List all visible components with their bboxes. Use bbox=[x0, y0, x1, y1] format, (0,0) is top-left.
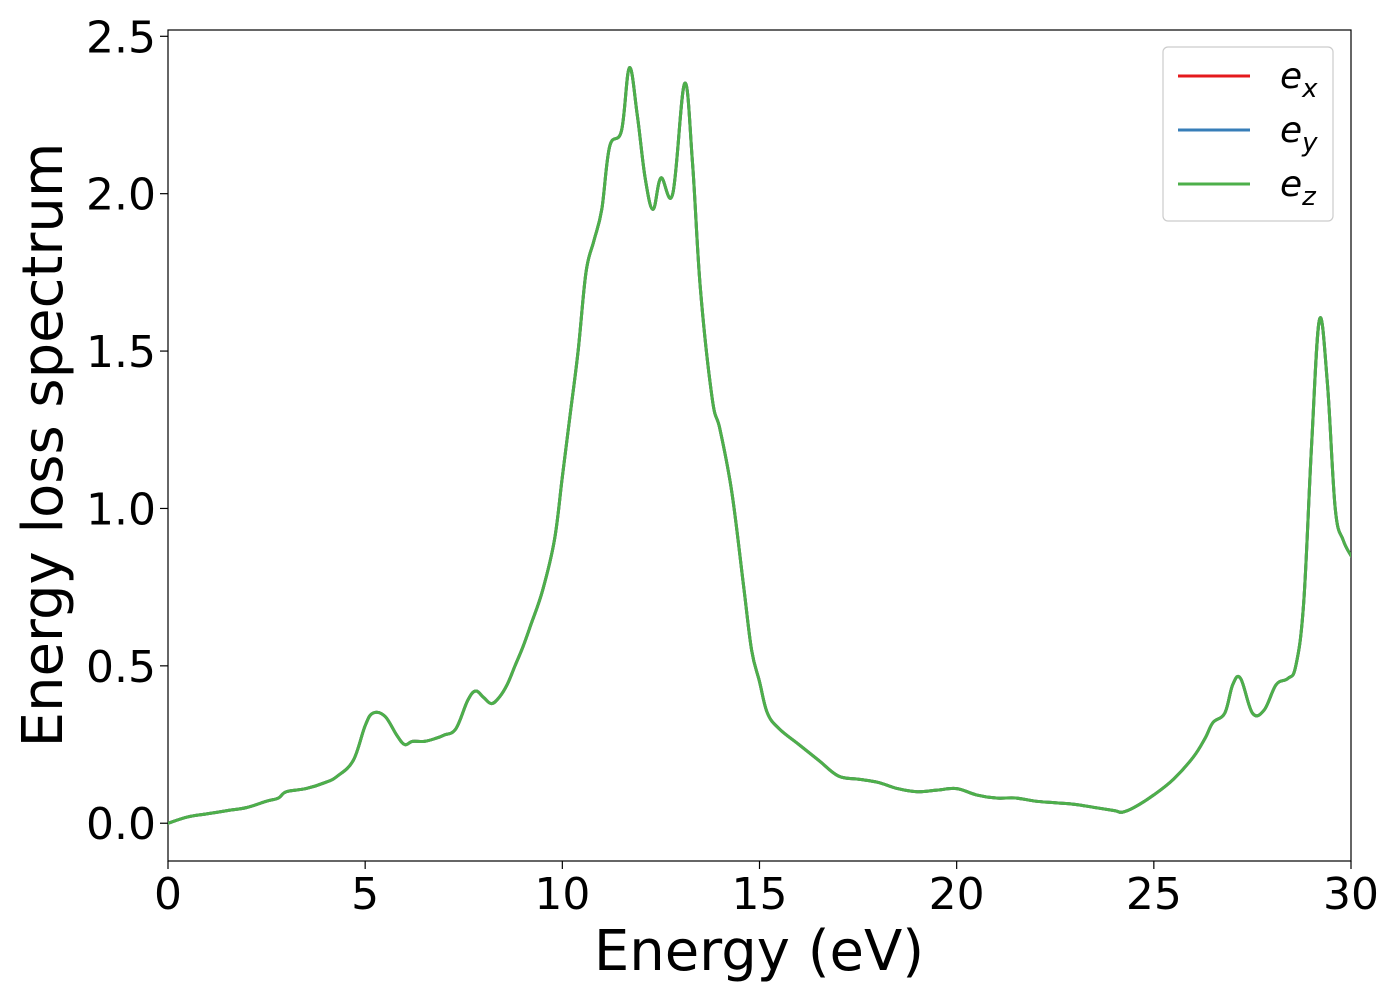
y-tick-label: 1.0 bbox=[86, 484, 156, 535]
y-tick-label: 0.5 bbox=[86, 642, 156, 693]
y-axis-label: Energy loss spectrum bbox=[11, 143, 76, 748]
x-tick-label: 20 bbox=[929, 869, 985, 920]
legend-box bbox=[1162, 46, 1334, 222]
x-tick-label: 5 bbox=[351, 869, 379, 920]
legend-label-base: e bbox=[1280, 164, 1302, 205]
legend-label-subscript: z bbox=[1301, 182, 1317, 212]
x-tick-label: 15 bbox=[732, 869, 788, 920]
series-lines bbox=[168, 66, 1351, 825]
y-tick-label: 2.0 bbox=[86, 170, 156, 221]
legend-label-subscript: y bbox=[1301, 128, 1318, 158]
series-line-e-z bbox=[168, 66, 1351, 825]
legend-label-subscript: x bbox=[1301, 74, 1318, 104]
y-tick-label: 0.0 bbox=[86, 799, 156, 850]
legend-label: ex bbox=[1280, 56, 1318, 104]
legend-label-base: e bbox=[1280, 56, 1302, 97]
legend-label: ey bbox=[1280, 110, 1318, 158]
y-tick-label: 1.5 bbox=[86, 327, 156, 378]
x-tick-label: 10 bbox=[534, 869, 590, 920]
y-axis-ticks: 0.0 0.5 1.0 1.5 2.0 2.5 bbox=[86, 12, 168, 850]
legend-label: ez bbox=[1280, 164, 1317, 212]
x-tick-label: 0 bbox=[154, 869, 182, 920]
x-tick-label: 30 bbox=[1323, 869, 1379, 920]
x-axis-ticks: 0 5 10 15 20 25 30 bbox=[154, 861, 1379, 920]
y-tick-label: 2.5 bbox=[86, 12, 156, 63]
legend-label-base: e bbox=[1280, 110, 1302, 151]
x-axis-label: Energy (eV) bbox=[594, 919, 924, 984]
x-tick-label: 25 bbox=[1126, 869, 1182, 920]
